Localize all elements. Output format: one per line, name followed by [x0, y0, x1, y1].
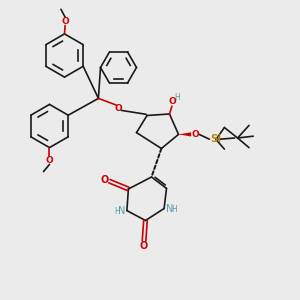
Text: H: H [174, 93, 180, 102]
Text: O: O [115, 104, 122, 113]
Text: N: N [118, 206, 125, 216]
Polygon shape [178, 132, 191, 137]
Text: O: O [168, 97, 176, 106]
Text: O: O [61, 17, 69, 26]
Text: H: H [171, 205, 177, 214]
Text: N: N [166, 204, 173, 214]
Text: O: O [100, 175, 109, 185]
Text: O: O [140, 241, 148, 251]
Text: O: O [46, 156, 53, 165]
Text: H: H [114, 207, 120, 216]
Text: Si: Si [210, 134, 222, 145]
Text: O: O [191, 130, 199, 139]
